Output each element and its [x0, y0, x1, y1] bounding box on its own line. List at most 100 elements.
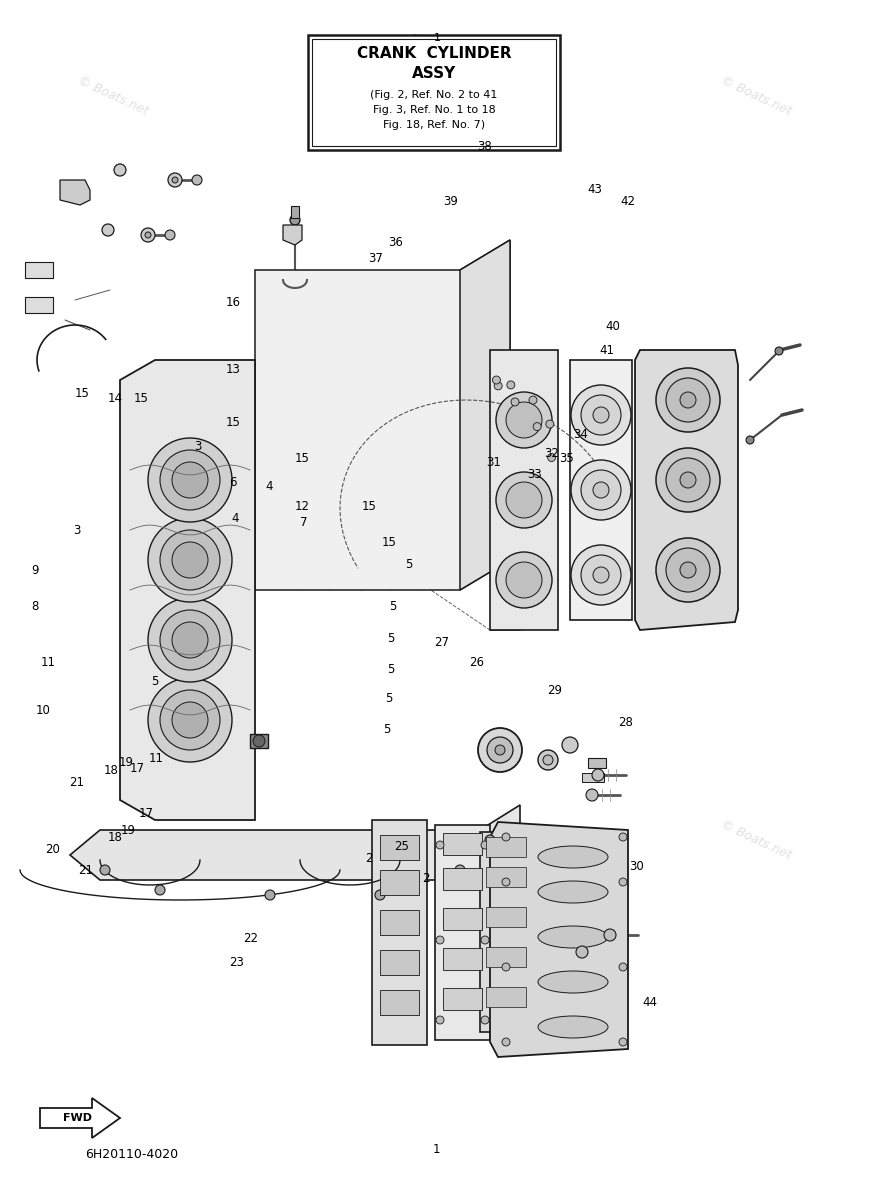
Text: 2: 2	[366, 852, 373, 864]
Text: 37: 37	[368, 252, 383, 264]
Ellipse shape	[538, 881, 608, 902]
Text: © Boats.net: © Boats.net	[76, 74, 150, 118]
Text: Boats.net: Boats.net	[474, 438, 534, 474]
Polygon shape	[120, 360, 255, 820]
Circle shape	[506, 402, 542, 438]
Bar	[443, 868, 482, 890]
Bar	[380, 990, 419, 1015]
Circle shape	[592, 769, 604, 781]
Circle shape	[571, 460, 631, 520]
Polygon shape	[635, 350, 738, 630]
Text: 3: 3	[73, 524, 80, 536]
Circle shape	[100, 865, 110, 875]
Circle shape	[436, 936, 444, 944]
Text: Fig. 3, Ref. No. 1 to 18: Fig. 3, Ref. No. 1 to 18	[373, 104, 495, 115]
Ellipse shape	[538, 846, 608, 868]
Text: 3: 3	[195, 440, 202, 452]
Text: 5: 5	[389, 600, 396, 612]
Text: 7: 7	[301, 516, 308, 528]
Text: 34: 34	[573, 428, 588, 440]
Circle shape	[168, 173, 182, 187]
Text: 22: 22	[242, 932, 258, 944]
Text: 38: 38	[478, 140, 492, 152]
Circle shape	[680, 392, 696, 408]
Bar	[291, 206, 299, 218]
Circle shape	[102, 224, 114, 236]
Circle shape	[145, 232, 151, 238]
Text: 18: 18	[107, 832, 123, 844]
Text: 15: 15	[75, 388, 90, 400]
Circle shape	[494, 382, 502, 390]
Text: 10: 10	[36, 704, 51, 716]
Polygon shape	[283, 226, 302, 245]
Circle shape	[680, 472, 696, 488]
Circle shape	[571, 545, 631, 605]
Circle shape	[593, 407, 609, 422]
Ellipse shape	[538, 1016, 608, 1038]
Bar	[380, 910, 419, 935]
Text: 16: 16	[225, 296, 241, 308]
Bar	[443, 988, 482, 1010]
Circle shape	[495, 745, 505, 755]
Bar	[435, 826, 490, 1040]
Circle shape	[502, 833, 510, 841]
Ellipse shape	[538, 926, 608, 948]
Bar	[443, 833, 482, 854]
Circle shape	[172, 462, 208, 498]
Text: 35: 35	[560, 452, 574, 464]
Text: 19: 19	[121, 824, 136, 836]
Circle shape	[511, 398, 519, 406]
Ellipse shape	[538, 971, 608, 994]
Text: 6: 6	[229, 476, 236, 488]
Circle shape	[534, 422, 541, 431]
Circle shape	[160, 610, 220, 670]
Polygon shape	[255, 240, 510, 590]
Circle shape	[656, 448, 720, 512]
Circle shape	[375, 890, 385, 900]
Circle shape	[478, 728, 522, 772]
Circle shape	[546, 420, 554, 428]
Circle shape	[547, 454, 555, 462]
Bar	[380, 950, 419, 974]
Text: 12: 12	[295, 500, 310, 512]
Bar	[308, 35, 560, 150]
Circle shape	[481, 1016, 489, 1024]
Text: 15: 15	[362, 500, 377, 512]
Text: 30: 30	[629, 860, 643, 872]
Bar	[486, 907, 526, 926]
Circle shape	[172, 622, 208, 658]
Circle shape	[543, 755, 553, 766]
Bar	[486, 947, 526, 967]
Text: 29: 29	[547, 684, 562, 696]
Text: 42: 42	[620, 196, 635, 208]
Bar	[443, 948, 482, 970]
Text: 5: 5	[388, 632, 395, 644]
Text: 9: 9	[31, 564, 38, 576]
Text: 19: 19	[118, 756, 134, 768]
Circle shape	[576, 946, 588, 958]
Text: 36: 36	[388, 236, 403, 248]
Circle shape	[581, 554, 621, 595]
Circle shape	[114, 164, 126, 176]
Circle shape	[529, 396, 537, 404]
Bar	[25, 262, 53, 278]
Polygon shape	[490, 822, 628, 1057]
Text: 2: 2	[422, 872, 429, 884]
Polygon shape	[460, 240, 510, 590]
Circle shape	[666, 548, 710, 592]
Circle shape	[148, 518, 232, 602]
Text: 8: 8	[31, 600, 38, 612]
Circle shape	[656, 368, 720, 432]
Text: 6H20110-4020: 6H20110-4020	[85, 1148, 178, 1162]
Circle shape	[502, 878, 510, 886]
Text: 17: 17	[129, 762, 145, 774]
Circle shape	[290, 215, 300, 226]
Text: (Fig. 2, Ref. No. 2 to 41: (Fig. 2, Ref. No. 2 to 41	[370, 90, 498, 100]
Bar	[486, 986, 526, 1007]
Text: 5: 5	[151, 676, 158, 688]
Circle shape	[506, 482, 542, 518]
Bar	[486, 866, 526, 887]
Text: 31: 31	[486, 456, 501, 468]
Circle shape	[253, 734, 265, 746]
Text: 43: 43	[587, 184, 603, 196]
